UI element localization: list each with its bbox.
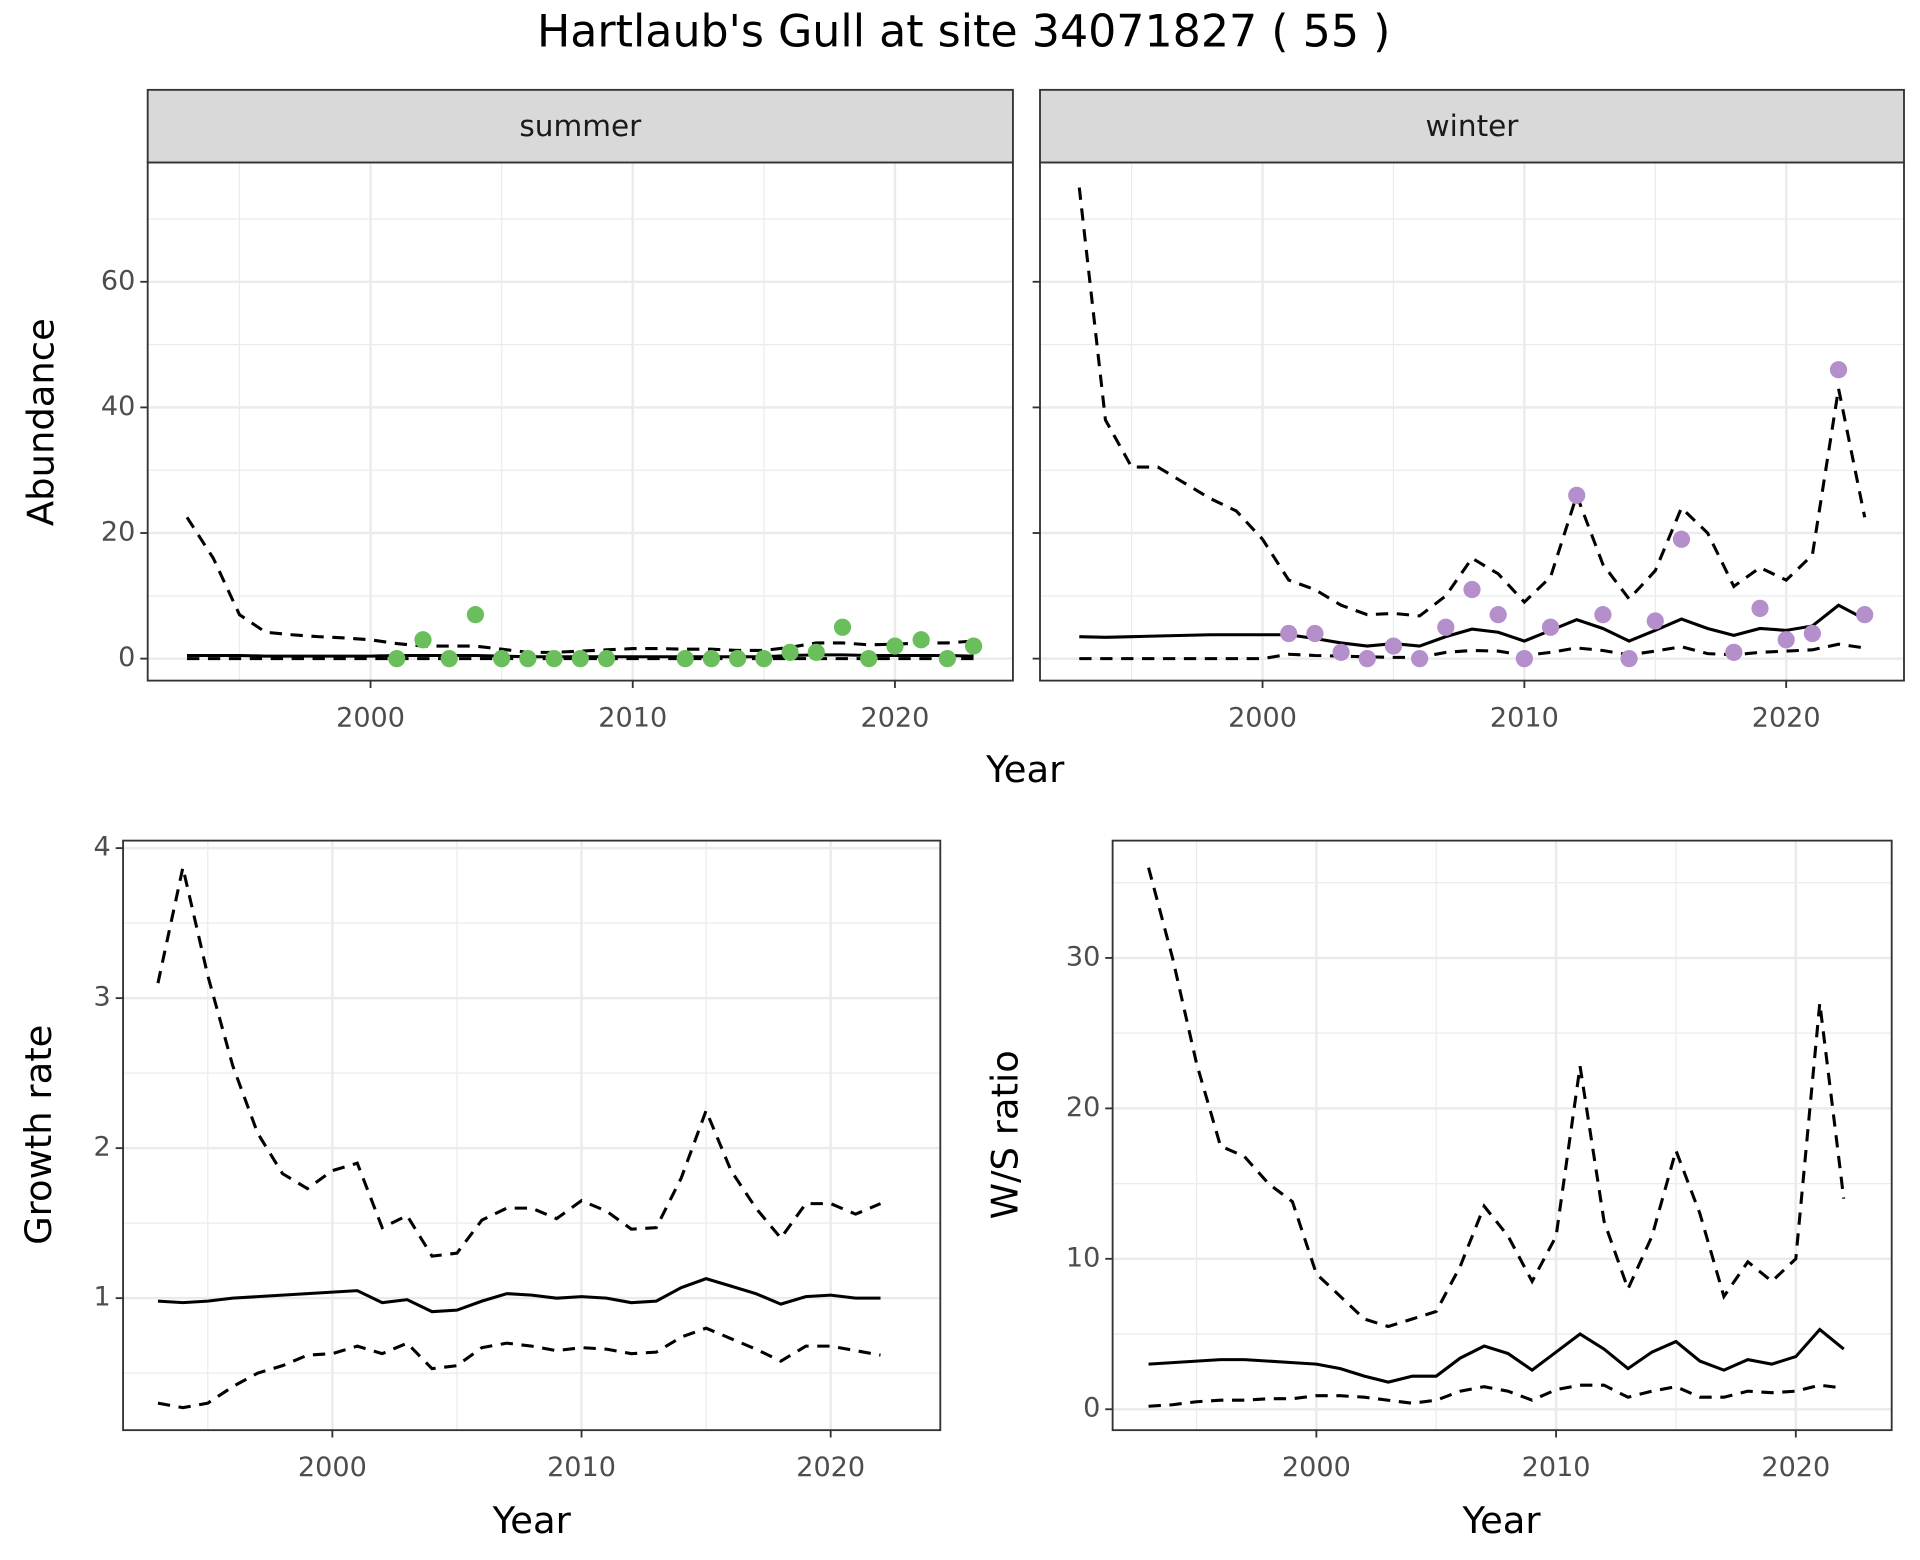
y-tick-label: 4 [94,832,111,863]
interval-line [156,867,882,1258]
data-point [964,637,983,655]
data-point [833,618,852,636]
data-point [1332,643,1350,661]
y-tick-label: 30 [1066,941,1100,972]
data-point [597,650,616,668]
panel-border [122,839,942,1432]
data-point [1725,643,1743,661]
interval-line [1077,187,1867,618]
y-tick-label: 10 [1066,1242,1100,1273]
data-point [1358,650,1376,668]
panel-border [1111,839,1893,1432]
y-tick-label: 3 [94,982,111,1013]
panel-background [123,840,941,1431]
figure-title: Hartlaub's Gull at site 34071827 ( 55 ) [537,6,1390,57]
x-tick-label: 2000 [1228,702,1297,733]
data-point [1384,637,1403,655]
data-point [1437,618,1455,636]
data-point [1594,606,1612,624]
data-point [729,650,747,668]
interval-line [185,516,974,654]
interval-line [157,1326,881,1410]
data-point [1672,530,1691,548]
data-point [1568,486,1586,504]
data-point [1646,612,1664,630]
x-tick-label: 2010 [1490,702,1559,733]
data-point [1280,624,1298,643]
data-point [1829,361,1848,379]
data-point [1620,650,1638,668]
interval-line [1147,867,1846,1329]
data-point [388,650,406,668]
y-tick-label: 2 [94,1132,111,1163]
data-point [1803,624,1821,643]
y-tick-label: 20 [101,517,135,548]
facet-label: winter [1426,109,1520,143]
data-point [807,643,825,661]
y-tick-label: 1 [94,1282,111,1313]
data-point [1541,618,1560,636]
x-tick-label: 2020 [1752,702,1821,733]
data-point [755,650,773,668]
data-point [886,637,904,655]
x-tick-label: 2020 [796,1452,865,1483]
data-point [1411,650,1429,668]
data-point [519,650,537,668]
x-tick-label: 2010 [598,702,667,733]
data-point [1751,599,1769,618]
facet-strip [146,88,1014,164]
y-tick-label: 0 [118,642,135,673]
mean-line [1079,603,1866,648]
data-point [1856,606,1874,624]
x-tick-label: 2010 [1522,1452,1591,1483]
panel-background [147,162,1013,681]
data-point [1463,580,1481,599]
data-point [571,650,589,668]
panel-background [1112,840,1892,1431]
x-axis-title: Year [492,1499,572,1542]
y-axis-title: W/S ratio [983,1050,1026,1219]
data-point [912,631,930,649]
data-point [702,650,721,668]
x-tick-label: 2000 [298,1452,367,1483]
y-axis-title: Growth rate [17,1025,60,1245]
x-axis-title: Year [985,748,1065,791]
data-point [676,650,694,668]
data-point [781,643,799,661]
facet-label: summer [519,109,642,143]
data-point [466,606,485,624]
x-axis-title: Year [1461,1499,1541,1542]
data-point [860,650,878,668]
x-tick-label: 2020 [860,702,929,733]
x-tick-label: 2010 [547,1452,616,1483]
mean-line [157,1277,881,1314]
facet-strip [1039,88,1905,164]
y-tick-label: 40 [101,391,135,422]
interval-line [1148,1383,1844,1408]
data-point [440,650,458,668]
x-tick-label: 2020 [1761,1452,1830,1483]
data-point [1777,631,1795,649]
mean-line [1148,1327,1845,1384]
y-tick-label: 60 [101,265,135,296]
y-tick-label: 20 [1066,1092,1100,1123]
x-tick-label: 2000 [336,702,405,733]
data-point [545,650,563,668]
data-point [938,650,956,668]
data-point [493,650,511,668]
data-point [1515,650,1533,668]
y-tick-label: 0 [1083,1393,1100,1424]
data-point [1306,624,1324,643]
panel-background [1040,162,1904,681]
y-axis-title: Abundance [20,318,63,526]
data-point [1489,606,1507,624]
x-tick-label: 2000 [1282,1452,1351,1483]
data-point [414,631,432,649]
